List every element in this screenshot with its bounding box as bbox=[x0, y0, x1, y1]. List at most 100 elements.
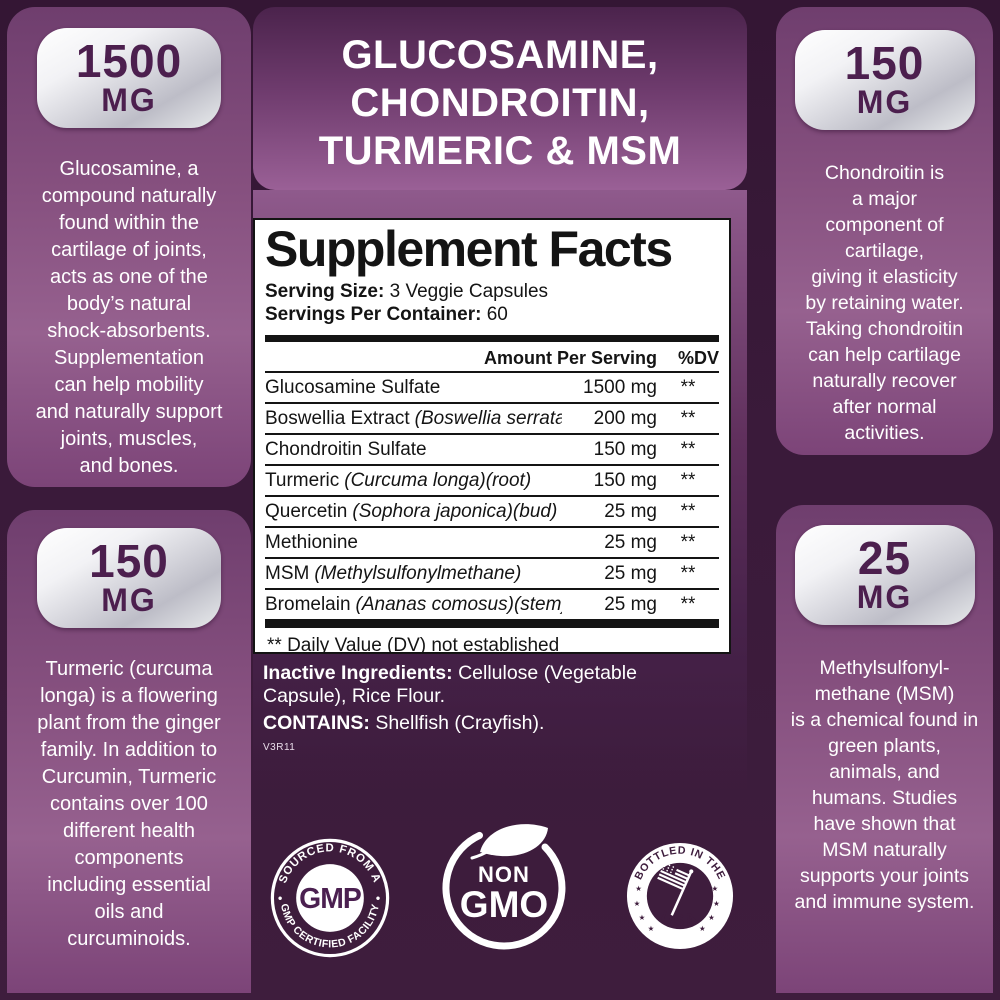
badge-value: 150 bbox=[844, 37, 925, 89]
badge-unit: MG bbox=[101, 582, 157, 618]
divider-thick bbox=[265, 621, 719, 628]
chondroitin-description: Chondroitin is a major component of cart… bbox=[805, 162, 964, 444]
star-icon: ★ bbox=[648, 924, 655, 933]
non-gmo-seal-icon: NON GMO bbox=[442, 824, 566, 950]
ingredient-name: Turmeric bbox=[265, 469, 340, 491]
ingredient-name: Quercetin bbox=[265, 500, 348, 522]
ingredient-amount: 25 mg bbox=[604, 500, 657, 522]
star-icon: ★ bbox=[713, 899, 720, 908]
leaf-icon bbox=[480, 824, 548, 857]
table-row: Bromelain (Ananas comosus)(stem) 25 mg ** bbox=[265, 590, 719, 621]
gmp-dot-icon: • bbox=[376, 891, 380, 906]
star-icon: ★ bbox=[699, 924, 706, 933]
contains-label: CONTAINS: bbox=[263, 712, 370, 734]
badge-unit: MG bbox=[856, 84, 913, 120]
ingredient-amount: 150 mg bbox=[593, 469, 657, 491]
serving-size-line: Serving Size: 3 Veggie Capsules bbox=[265, 280, 719, 303]
serving-size-label: Serving Size: bbox=[265, 281, 385, 302]
ingredient-dv: ** bbox=[680, 593, 696, 615]
dv-column-header: %DV bbox=[677, 348, 719, 368]
ingredient-dv: ** bbox=[680, 562, 696, 584]
ingredient-name: Boswellia Extract bbox=[265, 407, 410, 429]
contains-value: Shellfish (Crayfish). bbox=[375, 712, 545, 734]
badge-value: 25 bbox=[857, 532, 912, 584]
table-row: Quercetin (Sophora japonica)(bud) 25 mg *… bbox=[265, 497, 719, 528]
ingredient-latin: (Methylsulfonylmethane) bbox=[314, 562, 522, 584]
dosage-badge-glucosamine: 1500 MG bbox=[37, 28, 221, 128]
badge-value: 150 bbox=[89, 535, 169, 587]
product-title: GLUCOSAMINE, CHONDROITIN, TURMERIC & MSM bbox=[318, 32, 682, 173]
glucosamine-description: Glucosamine, a compound naturally found … bbox=[35, 158, 223, 477]
serving-size-value: 3 Veggie Capsules bbox=[389, 281, 549, 302]
badge-value: 1500 bbox=[75, 35, 183, 87]
ingredient-name: Chondroitin Sulfate bbox=[265, 438, 427, 460]
star-icon: ★ bbox=[708, 913, 715, 922]
ingredient-dv: ** bbox=[680, 438, 696, 460]
ingredient-dv: ** bbox=[680, 376, 696, 398]
ingredient-latin: (Curcuma longa)(root) bbox=[344, 469, 532, 491]
ingredient-amount: 200 mg bbox=[593, 407, 657, 429]
table-row: Chondroitin Sulfate 150 mg ** bbox=[265, 435, 719, 466]
servings-per-container-line: Servings Per Container: 60 bbox=[265, 303, 719, 326]
ingredient-dv: ** bbox=[680, 469, 696, 491]
inactive-ingredients: Inactive Ingredients: Cellulose (Vegetab… bbox=[263, 662, 725, 708]
ingredient-latin: (Ananas comosus)(stem) bbox=[355, 593, 562, 615]
facts-header-row: Amount Per Serving %DV bbox=[265, 342, 719, 373]
panel-glucosamine: 1500 MG Glucosamine, a compound naturall… bbox=[7, 7, 251, 487]
panel-chondroitin: 150 MG Chondroitin is a major component … bbox=[776, 7, 993, 455]
table-row: Turmeric (Curcuma longa)(root) 150 mg ** bbox=[265, 466, 719, 497]
star-icon: ★ bbox=[634, 899, 641, 908]
panel-turmeric: 150 MG Turmeric (curcuma longa) is a flo… bbox=[7, 510, 251, 993]
ingredient-dv: ** bbox=[680, 500, 696, 522]
ingredient-name: MSM bbox=[265, 562, 310, 584]
panel-msm: 25 MG Methylsulfonyl- methane (MSM) is a… bbox=[776, 505, 993, 993]
non-gmo-line2: GMO bbox=[460, 884, 548, 925]
ingredient-amount: 25 mg bbox=[604, 531, 657, 553]
usa-flag-icon bbox=[657, 862, 694, 916]
version-code: V3R11 bbox=[263, 742, 296, 753]
title-panel: GLUCOSAMINE, CHONDROITIN, TURMERIC & MSM bbox=[253, 7, 747, 190]
table-row: MSM (Methylsulfonylmethane) 25 mg ** bbox=[265, 559, 719, 590]
inactive-ingredients-value: Cellulose (Vegetable Capsule), Rice Flou… bbox=[263, 662, 637, 707]
dosage-badge-msm: 25 MG bbox=[794, 525, 975, 625]
supplement-facts-heading: Supplement Facts bbox=[265, 221, 673, 277]
badge-unit: MG bbox=[856, 579, 913, 615]
supplement-facts-panel: Supplement Facts Serving Size: 3 Veggie … bbox=[253, 218, 731, 654]
dosage-badge-chondroitin: 150 MG bbox=[794, 30, 975, 130]
table-row: Boswellia Extract(Boswellia serrata)(her… bbox=[265, 404, 719, 435]
ingredient-dv: ** bbox=[680, 407, 696, 429]
dv-footnote: ** Daily Value (DV) not established bbox=[267, 635, 560, 654]
ingredient-amount: 25 mg bbox=[604, 562, 657, 584]
ingredient-latin: (Sophora japonica)(bud) bbox=[352, 500, 558, 522]
usa-bottom-text: USA bbox=[658, 907, 699, 930]
bottled-in-usa-seal-icon: BOTTLED IN THE USA ★ ★ ★ ★ ★ ★ ★ ★ bbox=[626, 842, 734, 950]
table-row: Glucosamine Sulfate 1500 mg ** bbox=[265, 373, 719, 404]
divider-thick bbox=[265, 335, 719, 342]
ingredient-name: Glucosamine Sulfate bbox=[265, 376, 441, 398]
star-icon: ★ bbox=[711, 884, 718, 893]
ingredient-dv: ** bbox=[680, 531, 696, 553]
gmp-seal-icon: SOURCED FROM A GMP CERTIFIED FACILITY • … bbox=[270, 838, 390, 958]
ingredient-name: Bromelain bbox=[265, 593, 351, 615]
ingredient-amount: 150 mg bbox=[593, 438, 657, 460]
allergen-statement: CONTAINS: Shellfish (Crayfish). bbox=[263, 712, 725, 735]
ingredient-name: Methionine bbox=[265, 531, 358, 553]
gmp-dot-icon: • bbox=[278, 891, 282, 906]
msm-description: Methylsulfonyl- methane (MSM) is a chemi… bbox=[790, 657, 979, 913]
dosage-badge-turmeric: 150 MG bbox=[37, 528, 221, 628]
amount-column-header: Amount Per Serving bbox=[483, 348, 657, 368]
ingredient-amount: 1500 mg bbox=[583, 376, 657, 398]
gmp-center-text: GMP bbox=[299, 883, 361, 915]
svg-text:USA: USA bbox=[658, 907, 702, 930]
inactive-ingredients-label: Inactive Ingredients: bbox=[263, 662, 453, 684]
star-icon: ★ bbox=[639, 913, 646, 922]
table-row: Methionine 25 mg ** bbox=[265, 528, 719, 559]
servings-label: Servings Per Container: bbox=[265, 304, 482, 325]
servings-value: 60 bbox=[486, 304, 508, 325]
star-icon: ★ bbox=[635, 884, 642, 893]
turmeric-description: Turmeric (curcuma longa) is a flowering … bbox=[37, 658, 221, 950]
ingredient-latin: (Boswellia serrata)(herb) bbox=[414, 407, 562, 429]
ingredient-amount: 25 mg bbox=[604, 593, 657, 615]
badge-unit: MG bbox=[101, 82, 157, 118]
